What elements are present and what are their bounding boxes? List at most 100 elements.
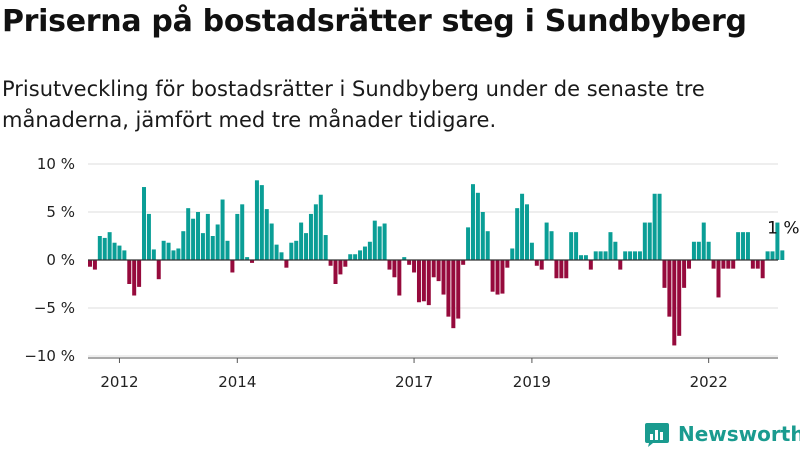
- bar: [672, 260, 677, 346]
- bar: [677, 260, 682, 336]
- bar: [510, 248, 515, 260]
- bar: [770, 251, 775, 260]
- bar: [480, 212, 485, 260]
- y-tick-label: −10 %: [24, 347, 75, 365]
- bar: [775, 222, 780, 260]
- bar: [210, 236, 215, 260]
- bar: [500, 260, 505, 294]
- bar: [466, 227, 471, 260]
- bar: [618, 260, 623, 270]
- chart-subtitle: Prisutveckling för bostadsrätter i Sundb…: [2, 77, 705, 132]
- bar: [583, 255, 588, 260]
- bar: [230, 260, 235, 273]
- bar: [593, 251, 598, 260]
- bar: [142, 187, 147, 260]
- brand-name: Newsworthy: [678, 422, 800, 446]
- bar: [637, 251, 642, 260]
- bar: [603, 251, 608, 260]
- bar: [662, 260, 667, 288]
- chart-title: Priserna på bostadsrätter steg i Sundbyb…: [2, 4, 747, 39]
- bar: [426, 260, 431, 306]
- x-tick-label: 2017: [395, 373, 433, 391]
- bar: [431, 260, 436, 278]
- bar: [166, 242, 171, 260]
- bar: [687, 260, 692, 269]
- bar: [338, 260, 343, 275]
- y-tick-label: 0 %: [46, 251, 75, 269]
- bar: [367, 241, 372, 260]
- bar: [446, 260, 451, 317]
- y-tick-label: 10 %: [37, 155, 75, 173]
- bar: [628, 251, 633, 260]
- bar: [358, 250, 363, 260]
- bar: [701, 222, 706, 260]
- brand-logo: Newsworthy: [644, 420, 800, 448]
- bar: [132, 260, 137, 296]
- bar: [333, 260, 338, 284]
- bar: [318, 194, 323, 260]
- y-tick-label: 5 %: [46, 203, 75, 221]
- bar: [328, 260, 333, 266]
- bar: [171, 250, 176, 260]
- bar: [588, 260, 593, 270]
- bar: [92, 260, 97, 270]
- bar: [323, 235, 328, 260]
- bar: [146, 213, 151, 260]
- bar-chart: 10 %5 %0 %−5 %−10 %201220142017201920222…: [24, 155, 799, 391]
- bar: [250, 260, 255, 263]
- bar: [377, 226, 382, 260]
- bar: [564, 260, 569, 279]
- bar: [161, 240, 166, 260]
- bar: [294, 240, 299, 260]
- bar: [524, 204, 529, 260]
- bar: [608, 232, 613, 260]
- bar: [127, 260, 132, 284]
- bar: [387, 260, 392, 270]
- bar: [657, 193, 662, 260]
- bar: [122, 250, 127, 260]
- bar: [269, 223, 274, 260]
- bar: [412, 260, 417, 273]
- bar: [755, 260, 760, 269]
- bar: [215, 224, 220, 260]
- bar: [706, 241, 711, 260]
- bar: [579, 255, 583, 260]
- bar: [362, 246, 367, 260]
- bar: [289, 242, 294, 260]
- bar: [299, 222, 304, 260]
- bar: [191, 218, 196, 260]
- bar: [372, 220, 377, 260]
- bar: [475, 192, 480, 260]
- x-tick-label: 2019: [513, 373, 551, 391]
- bar: [436, 260, 441, 282]
- bar: [112, 242, 117, 260]
- bar: [348, 254, 353, 260]
- bar: [451, 260, 456, 329]
- bar: [682, 260, 687, 288]
- bar: [613, 241, 618, 260]
- bar: [97, 236, 102, 260]
- bar: [495, 260, 500, 295]
- bar: [623, 251, 628, 260]
- bar: [554, 260, 559, 279]
- bar: [529, 242, 534, 260]
- bar: [264, 209, 269, 260]
- bar: [765, 251, 770, 260]
- bar: [559, 260, 564, 279]
- x-tick-label: 2022: [690, 373, 728, 391]
- bar: [353, 254, 358, 260]
- bar: [156, 260, 161, 280]
- bar: [225, 240, 230, 260]
- bar: [760, 260, 765, 279]
- bar: [633, 251, 638, 260]
- bar: [461, 260, 466, 265]
- bar: [186, 208, 191, 260]
- bar: [711, 260, 716, 269]
- bar: [205, 213, 210, 260]
- bar: [382, 223, 387, 260]
- bar: [441, 260, 446, 295]
- bar: [544, 222, 549, 260]
- bar: [102, 237, 107, 260]
- x-tick-label: 2014: [218, 373, 256, 391]
- bar: [745, 232, 750, 260]
